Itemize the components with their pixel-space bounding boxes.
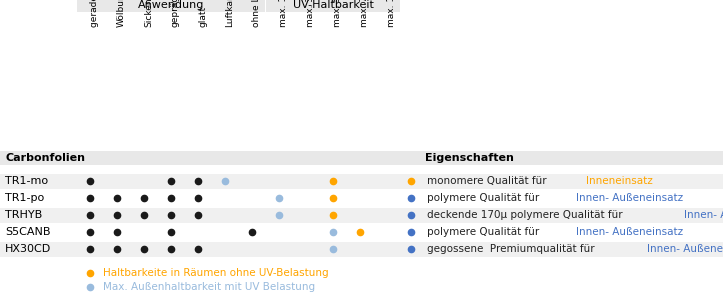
Text: glatt: glatt xyxy=(198,6,207,27)
Text: Carbonfolien: Carbonfolien xyxy=(5,153,85,163)
Text: Innen- Außeneinsatz: Innen- Außeneinsatz xyxy=(576,193,683,203)
Text: ohne Luftkanäle: ohne Luftkanäle xyxy=(252,0,261,27)
Text: Wölbungen: Wölbungen xyxy=(117,0,126,27)
Text: max. 1 Jahr: max. 1 Jahr xyxy=(279,0,288,27)
Bar xyxy=(0,225,723,239)
Text: UV-Haltbarkeit: UV-Haltbarkeit xyxy=(293,0,374,10)
Text: TR1-po: TR1-po xyxy=(5,193,44,203)
Text: Max. Außenhaltbarkeit mit UV Belastung: Max. Außenhaltbarkeit mit UV Belastung xyxy=(103,282,315,292)
Bar xyxy=(77,0,265,12)
Text: Haltbarkeite in Räumen ohne UV-Belastung: Haltbarkeite in Räumen ohne UV-Belastung xyxy=(103,268,329,278)
Text: Anwendung: Anwendung xyxy=(138,0,204,10)
Text: S5CANB: S5CANB xyxy=(5,227,51,237)
Text: Eigenschaften: Eigenschaften xyxy=(425,153,514,163)
Text: Inneneinsatz: Inneneinsatz xyxy=(586,176,652,186)
Text: max. 7 Jahr: max. 7 Jahr xyxy=(360,0,369,27)
Text: TR1-mo: TR1-mo xyxy=(5,176,48,186)
Text: gerade Flächen: gerade Flächen xyxy=(90,0,99,27)
Text: max. 5 Jahr: max. 5 Jahr xyxy=(333,0,342,27)
Text: Sicken: Sicken xyxy=(144,0,153,27)
Text: max. 3 Jahr: max. 3 Jahr xyxy=(306,0,315,27)
Bar xyxy=(0,208,723,222)
Text: max. 10 Jahr: max. 10 Jahr xyxy=(387,0,396,27)
Text: TRHYB: TRHYB xyxy=(5,210,42,220)
Bar xyxy=(266,0,400,12)
Bar xyxy=(0,174,723,188)
Text: gegossene  Premiumqualität für: gegossene Premiumqualität für xyxy=(427,244,598,254)
Text: Luftkanäle: Luftkanäle xyxy=(225,0,234,27)
Text: monomere Qualität für: monomere Qualität für xyxy=(427,176,550,186)
Text: geprägt: geprägt xyxy=(171,0,180,27)
Text: polymere Qualität für: polymere Qualität für xyxy=(427,227,542,237)
Text: Innen- Außeneinsatz: Innen- Außeneinsatz xyxy=(648,244,723,254)
Bar xyxy=(0,241,723,257)
Text: HX30CD: HX30CD xyxy=(5,244,51,254)
Text: Innen- Außeneinsatz: Innen- Außeneinsatz xyxy=(576,227,683,237)
Bar xyxy=(0,191,723,205)
Text: Innen- Außeneinsatz: Innen- Außeneinsatz xyxy=(684,210,723,220)
Text: deckende 170µ polymere Qualität für: deckende 170µ polymere Qualität für xyxy=(427,210,626,220)
Text: polymere Qualität für: polymere Qualität für xyxy=(427,193,542,203)
Bar xyxy=(0,151,723,165)
